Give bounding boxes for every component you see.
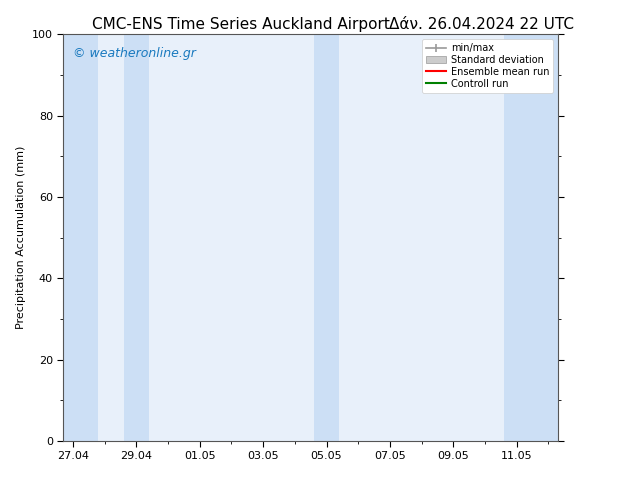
- Legend: min/max, Standard deviation, Ensemble mean run, Controll run: min/max, Standard deviation, Ensemble me…: [422, 39, 553, 93]
- Bar: [314, 34, 339, 441]
- Bar: [63, 34, 98, 441]
- Text: CMC-ENS Time Series Auckland Airport: CMC-ENS Time Series Auckland Airport: [92, 17, 390, 32]
- Bar: [504, 34, 558, 441]
- Text: © weatheronline.gr: © weatheronline.gr: [74, 47, 196, 59]
- Bar: [124, 34, 149, 441]
- Y-axis label: Precipitation Accumulation (mm): Precipitation Accumulation (mm): [16, 146, 27, 329]
- Text: Δάν. 26.04.2024 22 UTC: Δάν. 26.04.2024 22 UTC: [389, 17, 574, 32]
